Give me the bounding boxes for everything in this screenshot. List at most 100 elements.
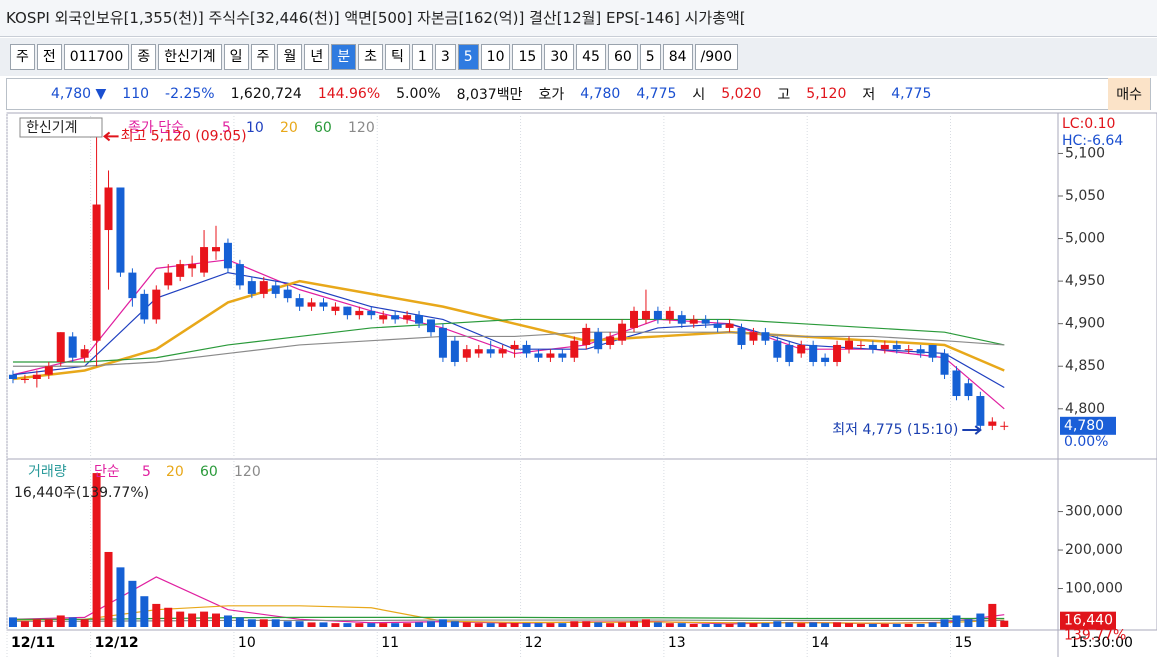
candle-body (761, 332, 770, 341)
candle-body (462, 349, 471, 358)
candle-body (904, 349, 913, 351)
title-bar: KOSPI 외국인보유[1,355(천)] 주식수[32,446(천)] 액면[… (0, 0, 1157, 37)
low-note: 최저 4,775 (15:10) (832, 422, 958, 438)
candle-body (355, 310, 364, 316)
volume-bar (546, 623, 555, 627)
volume-bar (821, 623, 830, 627)
volume-bar (630, 621, 639, 627)
toolbar-button[interactable]: 분 (331, 44, 357, 70)
volume-bar (558, 623, 567, 627)
toolbar-button[interactable]: 종 (131, 44, 157, 70)
candle-body (988, 421, 997, 426)
time-label: 15:30:00 (1070, 635, 1133, 651)
candle-body (677, 315, 686, 324)
toolbar-button[interactable]: 초 (358, 44, 383, 70)
toolbar-button[interactable]: 월 (277, 44, 303, 70)
volume-bar (761, 623, 770, 627)
volume-bar (450, 621, 459, 627)
volume-bar (952, 615, 961, 627)
toolbar-button[interactable]: 5 (457, 44, 479, 70)
toolbar-button[interactable]: 011700 (63, 44, 130, 70)
volume-bar (976, 613, 985, 627)
candle-body (271, 285, 280, 294)
toolbar-button[interactable]: 15 (512, 44, 543, 70)
toolbar-button[interactable]: 한신기계 (158, 44, 222, 70)
volume-bar (56, 615, 65, 627)
candle-body (534, 353, 543, 358)
candle-body (426, 319, 435, 333)
volume-bar (403, 623, 412, 627)
candle-body (116, 187, 125, 273)
toolbar-button[interactable]: 틱 (385, 44, 410, 70)
toolbar-button[interactable]: 84 (662, 44, 693, 70)
ma-line (12, 318, 1005, 363)
toolbar-button[interactable]: 30 (544, 44, 575, 70)
toolbar-button[interactable]: 주 (10, 44, 35, 70)
candle-body (56, 332, 65, 362)
toolbar-button[interactable]: 주 (250, 44, 276, 70)
volume-bar (331, 623, 340, 627)
candle-body (283, 289, 292, 299)
candle-body (403, 315, 412, 320)
legend-label: 20 (280, 120, 298, 136)
volume-bar (259, 619, 268, 627)
volume-bar (809, 622, 818, 627)
volume-bar (116, 567, 125, 627)
info-value: 5.00% (396, 86, 441, 102)
candle-body (976, 396, 985, 426)
volume-bar (665, 623, 674, 627)
volume-bar (641, 619, 650, 627)
candle-body (152, 289, 161, 320)
volume-bar (235, 617, 244, 627)
toolbar-button[interactable]: 1 (411, 44, 433, 70)
volume-bar (653, 622, 662, 627)
y-tick-label: 4,950 (1065, 273, 1105, 289)
candle-body (641, 310, 650, 320)
toolbar-button[interactable]: 3 (434, 44, 456, 70)
volume-bar (689, 623, 698, 627)
toolbar-button[interactable]: 5 (639, 44, 661, 70)
candle-body (833, 344, 842, 362)
volume-bar (892, 623, 901, 627)
toolbar-button[interactable]: 전 (36, 44, 62, 70)
toolbar-button[interactable]: 10 (480, 44, 511, 70)
toolbar-button[interactable]: 일 (223, 44, 249, 70)
volume-bar (200, 611, 209, 627)
volume-bar (212, 613, 221, 627)
info-value: 매수 (1108, 78, 1150, 110)
candle-body (415, 315, 424, 324)
toolbar-button[interactable]: /900 (694, 44, 738, 70)
legend-label: 60 (200, 464, 218, 480)
y-tick-label: 5,000 (1065, 231, 1105, 247)
volume-bar (176, 611, 185, 627)
volume-bar (379, 623, 388, 627)
candle-body (379, 315, 388, 320)
frame (6, 112, 1157, 631)
candle-body (749, 332, 758, 341)
candle-body (892, 344, 901, 350)
volume-bar (283, 621, 292, 627)
volume-bar (701, 623, 710, 627)
toolbar-button[interactable]: 년 (304, 44, 330, 70)
volume-bar (880, 623, 889, 627)
candle-body (821, 357, 830, 362)
volume-bar (307, 622, 316, 627)
volume-bar (964, 619, 973, 627)
volume-bar (940, 619, 949, 627)
volume-bar (868, 623, 877, 627)
candle-body (200, 247, 209, 273)
candle-body (737, 327, 746, 345)
toolbar-button[interactable]: 60 (607, 44, 638, 70)
x-tick-label: 12/11 (11, 635, 55, 651)
candle-body (797, 344, 806, 354)
legend-label: 5 (142, 464, 151, 480)
info-value: 시 (692, 87, 706, 103)
chart: 12/11 12/12 10 11 12 13 14 15 15:30:00 4,800 4,850… (6, 112, 1157, 657)
candle-body (20, 378, 29, 380)
candle-body (92, 204, 101, 341)
candle-body (868, 344, 877, 350)
volume-bar (594, 622, 603, 627)
volume-bar (773, 621, 782, 627)
toolbar-button[interactable]: 45 (576, 44, 606, 70)
candle-body (259, 281, 268, 294)
